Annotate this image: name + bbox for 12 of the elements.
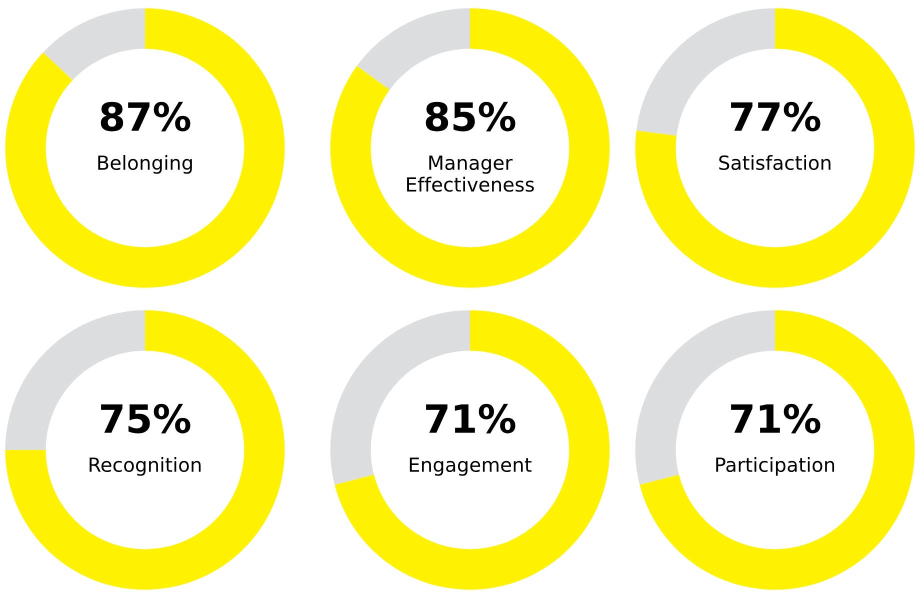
data-label: 85% (426, 102, 516, 132)
data-label: 77% (731, 102, 820, 132)
slice-label: Recognition (90, 456, 201, 476)
data-label: 71% (426, 404, 516, 434)
data-label: 71% (731, 404, 820, 434)
data-label: 87% (100, 102, 190, 132)
slice-label: Satisfaction (719, 154, 830, 170)
slice-label: Participation (716, 456, 834, 476)
slice-label: Manager Effectiveness (407, 156, 534, 192)
data-label: 75% (101, 404, 190, 434)
slice-label: Belonging (98, 154, 192, 174)
slice-label: Engagement (410, 458, 532, 476)
